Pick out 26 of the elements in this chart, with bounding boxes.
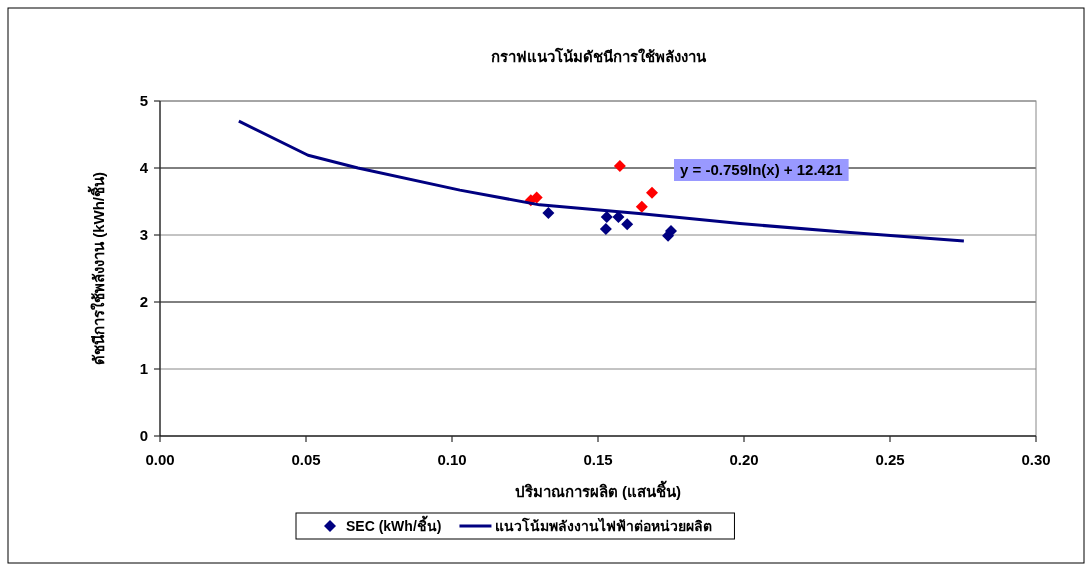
- x-tick-label: 0.30: [1021, 451, 1051, 468]
- annotation: y = -0.759ln(x) + 12.421: [680, 161, 843, 178]
- x-tick-label: 0.05: [291, 451, 321, 468]
- y-tick-label: 4: [139, 159, 149, 176]
- x-tick-label: 0.15: [583, 451, 613, 468]
- point: [613, 159, 626, 172]
- y-tick-label: 2: [139, 293, 148, 310]
- y-tick-label: 5: [139, 92, 148, 109]
- x-tick-label: 0.25: [875, 451, 905, 468]
- point: [599, 222, 612, 235]
- point: [621, 218, 634, 231]
- x-axis-title: ปริมาณการผลิต (แสนชิ้น): [514, 480, 682, 500]
- line-series: [237, 119, 966, 243]
- y-tick-label: 1: [139, 360, 148, 377]
- point: [635, 200, 648, 213]
- x-tick-label: 0.20: [729, 451, 759, 468]
- point: [542, 206, 555, 219]
- legend-label: SEC (kWh/ชิ้น): [346, 515, 442, 534]
- y-tick-label: 3: [139, 226, 148, 243]
- chart-title: กราฟแนวโน้มดัชนีการใช้พลังงาน: [490, 47, 707, 65]
- point: [646, 186, 659, 199]
- x-tick-label: 0.00: [145, 451, 175, 468]
- y-axis-title: ดัชนีการใช้พลังงาน (kWh/ชิ้น): [87, 172, 107, 365]
- y-tick-label: 0: [139, 427, 148, 444]
- x-tick-label: 0.10: [437, 451, 467, 468]
- legend-label: แนวโน้มพลังงานไฟฟ้าต่อหน่วยผลิต: [495, 517, 713, 534]
